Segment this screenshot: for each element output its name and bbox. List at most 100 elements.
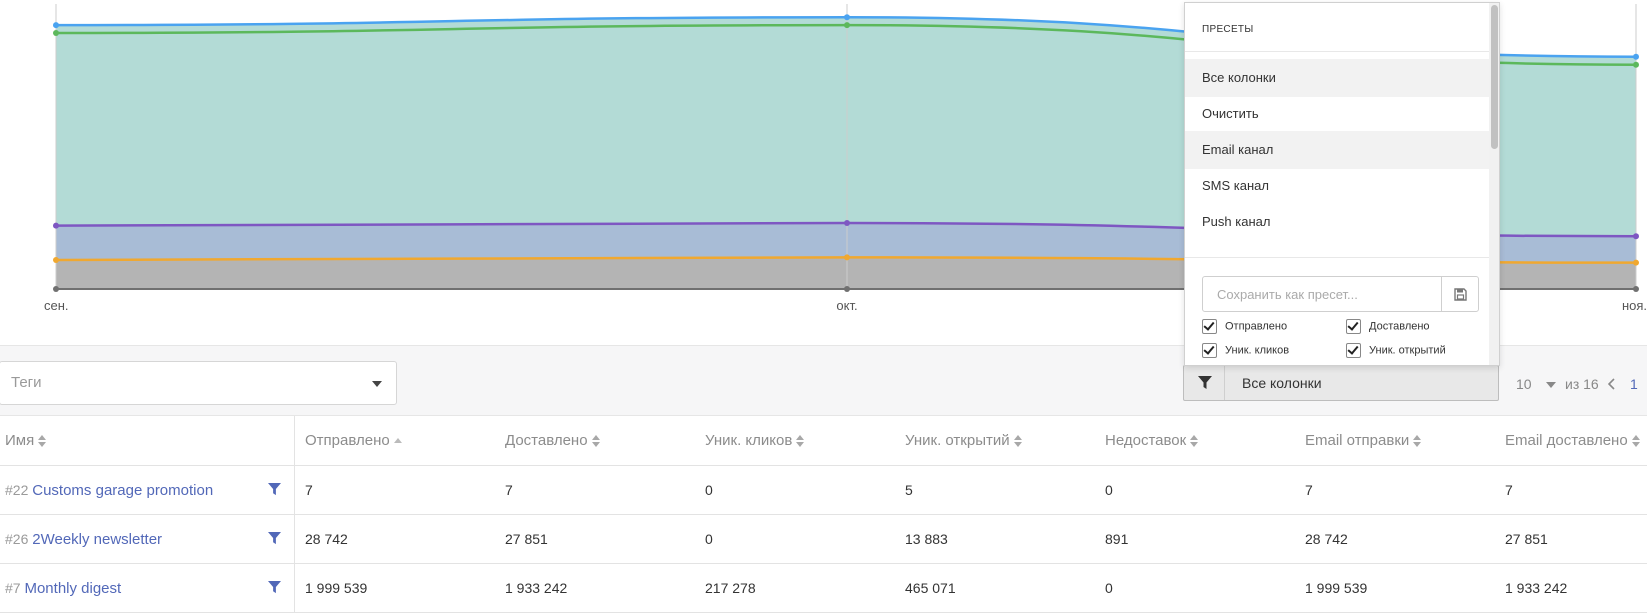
- checkbox-unique-opens[interactable]: Уник. открытий: [1346, 343, 1446, 358]
- chevron-down-icon[interactable]: [1546, 382, 1556, 388]
- chevron-left-icon[interactable]: [1608, 378, 1616, 390]
- scrollbar-thumb[interactable]: [1491, 5, 1498, 149]
- preset-push-channel[interactable]: Push канал: [1202, 214, 1271, 229]
- cell-unique-clicks: 0: [705, 531, 713, 547]
- preset-clear[interactable]: Очистить: [1202, 106, 1259, 121]
- sort-icon[interactable]: [1413, 435, 1422, 448]
- data-point: [1633, 53, 1639, 60]
- data-point: [844, 254, 850, 261]
- checkbox[interactable]: [1346, 343, 1361, 358]
- tags-select[interactable]: Теги: [0, 361, 397, 405]
- cell-email-delivered: 27 851: [1505, 531, 1548, 547]
- cell-email-delivered: 1 933 242: [1505, 580, 1568, 596]
- pagination-total: из 16: [1565, 376, 1599, 392]
- row-id: #7: [5, 580, 21, 596]
- data-point: [53, 30, 59, 37]
- column-header-unique-clicks[interactable]: Уник. кликов: [705, 432, 805, 449]
- column-header-undelivered[interactable]: Недоставок: [1105, 432, 1199, 449]
- sort-icon[interactable]: [38, 435, 47, 448]
- cell-unique-opens: 13 883: [905, 531, 948, 547]
- cell-undelivered: 891: [1105, 531, 1129, 547]
- row-id: #22: [5, 482, 29, 498]
- sort-icon[interactable]: [1013, 435, 1022, 448]
- data-point: [1633, 286, 1639, 292]
- x-tick-label: окт.: [836, 298, 857, 313]
- column-header-delivered[interactable]: Доставлено: [505, 432, 600, 449]
- row-name: #7 Monthly digest: [5, 580, 121, 597]
- filter-icon: [1198, 376, 1212, 389]
- data-point: [53, 286, 59, 292]
- row-id: #26: [5, 531, 29, 547]
- table-row: #26 2Weekly newsletter 28 742 27 851 0 1…: [0, 515, 1647, 564]
- column-header-unique-opens[interactable]: Уник. открытий: [905, 432, 1022, 449]
- tags-placeholder: Теги: [11, 374, 42, 391]
- cell-email-sent: 28 742: [1305, 531, 1348, 547]
- cell-delivered: 27 851: [505, 531, 548, 547]
- data-point: [844, 14, 850, 21]
- cell-email-delivered: 7: [1505, 482, 1513, 498]
- divider: [1185, 51, 1489, 52]
- filter-icon[interactable]: [268, 483, 281, 496]
- cell-sent: 7: [305, 482, 313, 498]
- cell-delivered: 1 933 242: [505, 580, 568, 596]
- row-name: #26 2Weekly newsletter: [5, 531, 162, 548]
- sort-ascending-icon[interactable]: [393, 435, 402, 447]
- presets-title: ПРЕСЕТЫ: [1202, 24, 1254, 35]
- column-header-email-sent[interactable]: Email отправки: [1305, 432, 1422, 449]
- data-point: [53, 222, 59, 229]
- save-preset-button[interactable]: [1441, 276, 1479, 312]
- cell-delivered: 7: [505, 482, 513, 498]
- data-point: [53, 256, 59, 263]
- per-page-select[interactable]: 10: [1516, 376, 1532, 392]
- checkbox[interactable]: [1202, 343, 1217, 358]
- filter-icon[interactable]: [268, 532, 281, 545]
- cell-email-sent: 7: [1305, 482, 1313, 498]
- filter-icon[interactable]: [268, 581, 281, 594]
- columns-preset-button[interactable]: Все колонки: [1183, 365, 1499, 401]
- table-header: Имя Отправлено Доставлено Уник. кликов У…: [0, 416, 1647, 466]
- cell-undelivered: 0: [1105, 580, 1113, 596]
- cell-undelivered: 0: [1105, 482, 1113, 498]
- divider: [1185, 257, 1489, 258]
- sort-icon[interactable]: [1631, 435, 1640, 448]
- preset-all-columns[interactable]: Все колонки: [1185, 59, 1489, 97]
- x-tick-label: ноя.: [1622, 298, 1647, 313]
- sort-icon[interactable]: [1190, 435, 1199, 448]
- checkbox-sent[interactable]: Отправлено: [1202, 319, 1287, 334]
- divider: [1224, 366, 1225, 400]
- cell-unique-clicks: 0: [705, 482, 713, 498]
- checkbox[interactable]: [1202, 319, 1217, 334]
- cell-email-sent: 1 999 539: [1305, 580, 1368, 596]
- data-point: [1633, 61, 1639, 68]
- floppy-disk-icon: [1454, 288, 1467, 301]
- column-header-name[interactable]: Имя: [5, 432, 47, 449]
- preset-name-input[interactable]: [1202, 276, 1442, 312]
- checkbox-unique-clicks[interactable]: Уник. кликов: [1202, 343, 1289, 358]
- preset-email-channel[interactable]: Email канал: [1185, 131, 1489, 169]
- data-point: [844, 286, 850, 292]
- campaign-link[interactable]: Monthly digest: [24, 580, 122, 597]
- columns-preset-label: Все колонки: [1242, 375, 1322, 391]
- campaign-link[interactable]: 2Weekly newsletter: [32, 531, 163, 548]
- checkbox[interactable]: [1346, 319, 1361, 334]
- campaign-link[interactable]: Customs garage promotion: [32, 482, 214, 499]
- scrollbar-track[interactable]: [1489, 3, 1499, 365]
- sort-icon[interactable]: [591, 435, 600, 448]
- checkbox-delivered[interactable]: Доставлено: [1346, 319, 1430, 334]
- preset-sms-channel[interactable]: SMS канал: [1202, 178, 1269, 193]
- data-point: [1633, 259, 1639, 266]
- data-point: [844, 22, 850, 29]
- cell-sent: 1 999 539: [305, 580, 368, 596]
- column-divider: [294, 416, 295, 613]
- presets-dropdown: ПРЕСЕТЫ Все колонки Очистить Email канал…: [1184, 2, 1500, 366]
- x-tick-label: сен.: [44, 298, 69, 313]
- column-header-sent[interactable]: Отправлено: [305, 432, 402, 449]
- table-row: #7 Monthly digest 1 999 539 1 933 242 21…: [0, 564, 1647, 613]
- cell-sent: 28 742: [305, 531, 348, 547]
- data-point: [53, 22, 59, 29]
- column-header-email-delivered[interactable]: Email доставлено: [1505, 432, 1640, 449]
- data-point: [844, 220, 850, 227]
- pagination-current-page[interactable]: 1: [1630, 376, 1638, 392]
- row-name: #22 Customs garage promotion: [5, 482, 213, 499]
- sort-icon[interactable]: [796, 435, 805, 448]
